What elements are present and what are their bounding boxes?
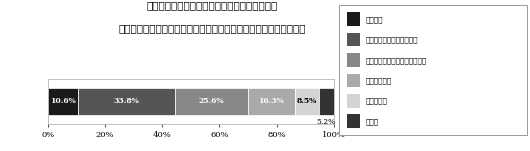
Text: 体験や活動をさせるのに精一杯で、児童生徒が: 体験や活動をさせるのに精一杯で、児童生徒が	[146, 2, 278, 11]
Text: そう思わない: そう思わない	[366, 76, 392, 84]
Bar	[175, 88, 248, 115]
Text: 無回答: 無回答	[366, 117, 379, 125]
Text: 25.6%: 25.6%	[199, 97, 224, 105]
Bar	[48, 88, 78, 115]
Bar	[78, 88, 175, 115]
Text: どちらかといえばそう思わない: どちらかといえばそう思わない	[366, 56, 427, 64]
Text: 33.8%: 33.8%	[113, 97, 139, 105]
Bar	[319, 88, 334, 115]
Text: 学習意欲も含めた学力を十分に伸ばすことができなかった（教員）: 学習意欲も含めた学力を十分に伸ばすことができなかった（教員）	[118, 24, 306, 33]
Text: 5.2%: 5.2%	[317, 118, 336, 126]
Text: 10.6%: 10.6%	[50, 97, 76, 105]
Text: わからない: わからない	[366, 97, 387, 105]
Text: 8.5%: 8.5%	[297, 97, 317, 105]
Text: 学校教育に関する意識調査（平成15年 文部科学省）: 学校教育に関する意識調査（平成15年 文部科学省）	[427, 47, 519, 52]
Bar	[248, 88, 295, 115]
Text: 16.3%: 16.3%	[259, 97, 284, 105]
Bar	[295, 88, 319, 115]
Text: どちらかといえばそう思う: どちらかといえばそう思う	[366, 36, 418, 44]
Text: そう思う: そう思う	[366, 15, 383, 23]
